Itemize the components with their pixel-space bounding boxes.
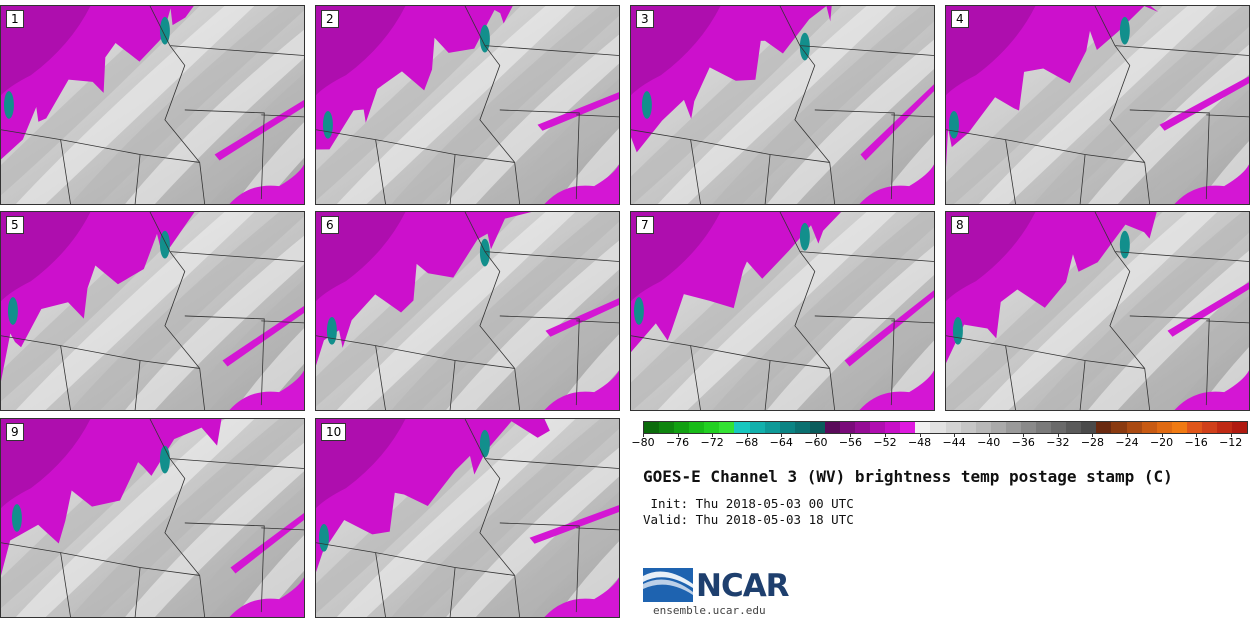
ncar-url: ensemble.ucar.edu <box>653 604 766 617</box>
colorbar-segment <box>1081 422 1097 433</box>
colorbar-tick-label: −16 <box>1181 433 1211 449</box>
member-number-label: 1 <box>6 10 24 28</box>
colorbar-tick-label: −36 <box>1008 433 1038 449</box>
colorbar-segment <box>960 422 976 433</box>
colorbar-tick-label: −68 <box>732 433 762 449</box>
colorbar-segment <box>1005 422 1021 433</box>
colorbar-tick-label: −56 <box>835 433 865 449</box>
colorbar-segment <box>689 422 705 433</box>
postage-stamp-map: 4 <box>945 5 1250 205</box>
postage-stamp-map: 8 <box>945 211 1250 411</box>
colorbar-tick-label: −32 <box>1043 433 1073 449</box>
water-vapor-map <box>1 212 304 410</box>
colorbar-segment <box>659 422 675 433</box>
colorbar-segment <box>794 422 810 433</box>
colorbar-segment <box>704 422 720 433</box>
colorbar-segment <box>975 422 991 433</box>
water-vapor-map <box>316 212 619 410</box>
colorbar-segment <box>915 422 931 433</box>
colorbar <box>643 421 1248 434</box>
member-number-label: 5 <box>6 216 24 234</box>
water-vapor-map <box>1 6 304 204</box>
colorbar-segment <box>1036 422 1052 433</box>
colorbar-ticks: −80 −76 −72 −68 −64 −60 −56 −52 −48 −44 −40 −36 −32−… <box>631 433 1248 458</box>
water-vapor-map <box>946 212 1249 410</box>
colorbar-segment <box>885 422 901 433</box>
colorbar-segment <box>870 422 886 433</box>
member-number-label: 8 <box>951 216 969 234</box>
ncar-logo-text: NCAR <box>696 568 790 604</box>
postage-stamp-map: 9 <box>0 418 305 618</box>
water-vapor-map <box>946 6 1249 204</box>
colorbar-segment <box>1126 422 1142 433</box>
postage-stamp-map: 5 <box>0 211 305 411</box>
init-time: Init: Thu 2018-05-03 00 UTC <box>643 496 854 511</box>
colorbar-segment <box>809 422 825 433</box>
colorbar-segment <box>1171 422 1187 433</box>
colorbar-segment <box>840 422 856 433</box>
colorbar-segment <box>945 422 961 433</box>
colorbar-tick-label: −44 <box>939 433 969 449</box>
colorbar-segment <box>1232 422 1248 433</box>
colorbar-segment <box>779 422 795 433</box>
member-number-label: 4 <box>951 10 969 28</box>
water-vapor-map <box>1 419 304 617</box>
colorbar-tick-label: −28 <box>1077 433 1107 449</box>
postage-stamp-map: 6 <box>315 211 620 411</box>
colorbar-tick-label: −60 <box>801 433 831 449</box>
water-vapor-map <box>631 212 934 410</box>
colorbar-segment <box>764 422 780 433</box>
colorbar-segment <box>719 422 735 433</box>
colorbar-segment <box>1216 422 1233 433</box>
postage-stamp-map: 7 <box>630 211 935 411</box>
colorbar-segment <box>1201 422 1217 433</box>
colorbar-tick-label: −24 <box>1112 433 1142 449</box>
colorbar-segment <box>749 422 765 433</box>
colorbar-segment <box>1096 422 1112 433</box>
postage-stamp-map: 1 <box>0 5 305 205</box>
postage-stamp-map: 10 <box>315 418 620 618</box>
member-number-label: 2 <box>321 10 339 28</box>
colorbar-segment <box>1020 422 1037 433</box>
colorbar-segment <box>990 422 1006 433</box>
colorbar-segment <box>1186 422 1202 433</box>
product-title: GOES-E Channel 3 (WV) brightness temp po… <box>643 467 1173 486</box>
colorbar-segment <box>1066 422 1082 433</box>
colorbar-segment <box>1141 422 1157 433</box>
colorbar-segment <box>1051 422 1067 433</box>
member-number-label: 6 <box>321 216 339 234</box>
colorbar-segment <box>734 422 750 433</box>
water-vapor-map <box>631 6 934 204</box>
colorbar-tick-label: −80 <box>628 433 658 449</box>
colorbar-tick-label: −48 <box>905 433 935 449</box>
colorbar-segment <box>674 422 690 433</box>
colorbar-segment <box>1156 422 1172 433</box>
member-number-label: 7 <box>636 216 654 234</box>
colorbar-segment <box>855 422 871 433</box>
colorbar-segment <box>930 422 946 433</box>
colorbar-tick-label: −20 <box>1147 433 1177 449</box>
valid-time: Valid: Thu 2018-05-03 18 UTC <box>643 512 854 527</box>
colorbar-tick-label: −72 <box>697 433 727 449</box>
colorbar-tick-label: −76 <box>663 433 693 449</box>
member-number-label: 9 <box>6 423 24 441</box>
member-number-label: 3 <box>636 10 654 28</box>
water-vapor-map <box>316 6 619 204</box>
postage-stamp-map: 2 <box>315 5 620 205</box>
colorbar-segment <box>644 422 660 433</box>
colorbar-segment <box>1111 422 1127 433</box>
member-number-label: 10 <box>321 423 347 441</box>
colorbar-tick-label: −12 <box>1216 433 1246 449</box>
colorbar-tick-label: −64 <box>766 433 796 449</box>
ncar-logo-icon <box>643 568 693 602</box>
postage-stamp-map: 3 <box>630 5 935 205</box>
colorbar-tick-label: −52 <box>870 433 900 449</box>
colorbar-segment <box>824 422 841 433</box>
colorbar-segment <box>900 422 916 433</box>
water-vapor-map <box>316 419 619 617</box>
colorbar-tick-label: −40 <box>974 433 1004 449</box>
